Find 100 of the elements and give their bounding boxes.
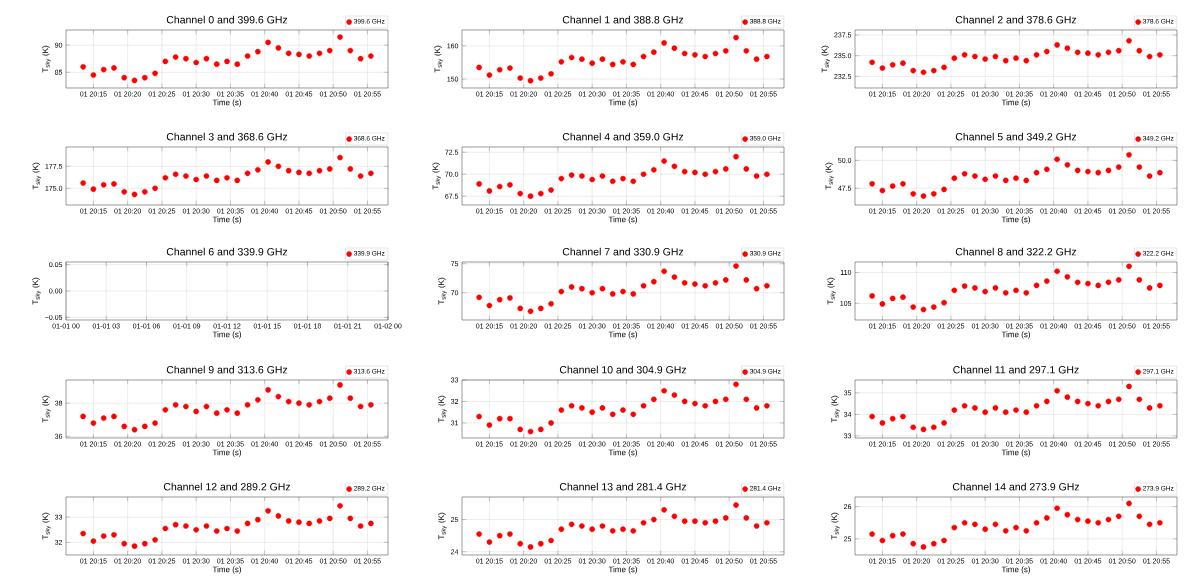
point xyxy=(285,167,292,174)
point xyxy=(183,55,189,62)
point xyxy=(579,405,585,411)
point xyxy=(1126,383,1132,390)
point xyxy=(527,77,534,84)
point xyxy=(100,533,107,539)
point xyxy=(620,59,626,65)
point xyxy=(142,189,148,195)
point xyxy=(743,48,750,54)
point xyxy=(558,526,565,533)
chart-title: Channel 9 and 313.6 GHz xyxy=(166,365,288,374)
point xyxy=(1146,173,1153,179)
point xyxy=(368,520,374,527)
point xyxy=(496,532,503,539)
point xyxy=(244,520,251,527)
point xyxy=(651,278,657,285)
point xyxy=(1013,55,1019,61)
point xyxy=(889,415,896,422)
chart-title: Channel 4 and 359.0 GHz xyxy=(562,132,684,141)
point xyxy=(337,154,343,161)
point xyxy=(579,285,585,292)
point xyxy=(316,167,323,174)
point xyxy=(1085,518,1091,524)
point xyxy=(681,280,688,286)
point xyxy=(920,306,927,313)
chart-title: Channel 0 and 399.6 GHz xyxy=(166,15,288,24)
point xyxy=(910,540,917,547)
point xyxy=(900,181,906,187)
point xyxy=(486,539,493,545)
point xyxy=(722,277,729,283)
point xyxy=(476,181,482,187)
point xyxy=(162,407,169,413)
point xyxy=(275,393,282,400)
point xyxy=(80,64,86,70)
point xyxy=(589,526,595,533)
point xyxy=(879,65,886,71)
point xyxy=(1064,45,1071,52)
point xyxy=(568,172,575,178)
point xyxy=(1157,282,1163,289)
point xyxy=(537,190,544,197)
point xyxy=(961,283,968,289)
x-axis-title: Time (s) xyxy=(1001,99,1031,107)
point xyxy=(630,178,637,185)
point xyxy=(326,47,333,54)
point xyxy=(1023,177,1030,184)
point xyxy=(951,524,958,531)
point xyxy=(255,167,261,173)
point xyxy=(234,410,241,416)
point xyxy=(275,513,282,519)
point xyxy=(982,56,988,62)
x-axis-title: Time (s) xyxy=(212,216,242,224)
point xyxy=(951,55,958,61)
point xyxy=(183,173,189,179)
point xyxy=(1023,528,1030,534)
point xyxy=(900,60,906,66)
point xyxy=(121,189,128,195)
chart-title: Channel 6 and 339.9 GHz xyxy=(166,247,288,256)
point xyxy=(486,302,493,309)
point xyxy=(992,285,999,291)
point xyxy=(476,64,482,71)
chart-title: Channel 14 and 273.9 GHz xyxy=(952,482,1080,491)
point xyxy=(869,181,875,187)
point xyxy=(1157,519,1163,526)
point xyxy=(609,291,616,297)
point xyxy=(1044,278,1050,284)
point xyxy=(1105,279,1112,286)
point xyxy=(306,520,313,527)
point xyxy=(1023,57,1030,64)
y-axis-title: T$_{sky}$ (K) xyxy=(438,512,447,540)
point xyxy=(517,305,524,312)
point xyxy=(548,187,554,193)
point xyxy=(1023,290,1030,296)
point xyxy=(486,422,493,428)
chart-title: Channel 3 and 368.6 GHz xyxy=(166,132,288,141)
point xyxy=(889,61,896,68)
point xyxy=(1126,151,1132,158)
point xyxy=(486,188,493,194)
point xyxy=(620,526,626,533)
x-axis-title: Time (s) xyxy=(608,99,638,107)
point xyxy=(357,403,364,410)
point xyxy=(1033,402,1040,409)
y-axis-title: T$_{sky}$ (K) xyxy=(434,45,443,73)
point xyxy=(568,521,575,528)
point xyxy=(910,304,917,310)
point xyxy=(1115,47,1122,54)
point xyxy=(507,65,513,71)
point xyxy=(743,166,750,172)
point xyxy=(879,187,886,194)
point xyxy=(1013,524,1019,531)
point xyxy=(609,61,616,68)
point xyxy=(337,503,343,509)
point xyxy=(589,289,595,296)
point xyxy=(142,74,148,81)
point xyxy=(651,516,657,523)
point xyxy=(620,175,626,182)
point xyxy=(579,523,585,529)
point xyxy=(661,158,667,164)
point xyxy=(326,395,333,402)
point xyxy=(972,53,978,60)
point xyxy=(183,403,189,410)
